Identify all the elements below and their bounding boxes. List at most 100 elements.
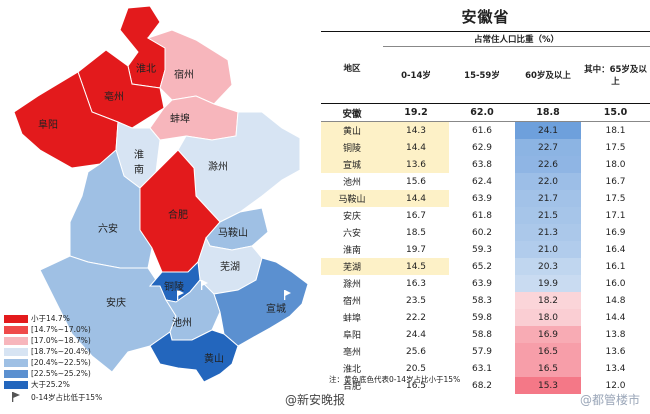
label-huaibei: 淮北 bbox=[136, 63, 156, 75]
cell-65plus: 16.1 bbox=[605, 261, 626, 272]
label-xuancheng: 宣城 bbox=[266, 302, 286, 315]
cell-60plus: 21.7 bbox=[515, 190, 581, 207]
watermark: @都管楼市 bbox=[579, 393, 640, 407]
cell-0-14: 18.5 bbox=[405, 227, 427, 238]
anhui-map: 淮北 宿州 亳州 阜阳 蚌埠 淮 南 滁州 六安 合肥 马鞍山 芜湖 安庆 铜陵… bbox=[13, 5, 309, 383]
label-maanshan: 马鞍山 bbox=[218, 226, 248, 239]
table-row: 安庆 16.7 61.8 21.5 17.1 bbox=[321, 207, 650, 224]
legend-label: [20.4%~22.5%) bbox=[31, 358, 91, 367]
cell-region: 六安 bbox=[342, 229, 361, 239]
cell-65plus: 12.0 bbox=[605, 380, 626, 391]
cell-region: 蚌埠 bbox=[342, 314, 361, 324]
label-huainan-2: 南 bbox=[134, 163, 144, 176]
region-chizhou[interactable] bbox=[164, 279, 221, 341]
cell-region: 马鞍山 bbox=[321, 190, 383, 207]
cell-60plus: 16.9 bbox=[515, 326, 581, 343]
cell-region: 淮南 bbox=[342, 246, 361, 256]
table-note: 注：黄色底色代表0-14岁占比小于15% bbox=[329, 375, 461, 384]
legend-item: [22.5%~25.2%) bbox=[4, 369, 91, 378]
cell-65plus: 17.5 bbox=[605, 142, 626, 153]
label-wuhu: 芜湖 bbox=[220, 260, 240, 273]
cell-15-59: 62.9 bbox=[471, 142, 493, 153]
legend-label: 小于14.7% bbox=[31, 314, 70, 323]
flag-icon bbox=[284, 290, 291, 300]
cell-65plus: 13.8 bbox=[605, 329, 626, 340]
label-chizhou: 池州 bbox=[172, 316, 192, 329]
cell-0-14: 19.2 bbox=[383, 103, 449, 122]
legend-swatch bbox=[4, 336, 28, 345]
label-fuyang: 阜阳 bbox=[38, 118, 58, 131]
table-row: 六安 18.5 60.2 21.3 16.9 bbox=[321, 224, 650, 241]
cell-15-59: 63.8 bbox=[471, 159, 493, 170]
cell-0-14: 25.6 bbox=[405, 346, 427, 357]
table-row: 芜湖 14.5 65.2 20.3 16.1 bbox=[321, 258, 650, 275]
cell-15-59: 58.3 bbox=[471, 295, 493, 306]
cell-0-14: 22.2 bbox=[405, 312, 427, 323]
legend-label: [22.5%~25.2%) bbox=[31, 369, 91, 378]
cell-15-59: 63.1 bbox=[471, 363, 493, 374]
legend-swatch bbox=[4, 380, 28, 389]
table-row: 滁州 16.3 63.9 19.9 16.0 bbox=[321, 275, 650, 292]
label-hefei: 合肥 bbox=[168, 208, 188, 221]
legend-item: [17.0%~18.7%) bbox=[4, 336, 91, 345]
label-bengbu: 蚌埠 bbox=[170, 112, 190, 125]
cell-15-59: 63.9 bbox=[471, 193, 493, 204]
cell-0-14: 14.4 bbox=[383, 139, 449, 156]
cell-region: 安庆 bbox=[342, 212, 361, 222]
cell-0-14: 14.3 bbox=[383, 121, 449, 139]
cell-0-14: 19.7 bbox=[405, 244, 427, 255]
cell-15-59: 60.2 bbox=[471, 227, 493, 238]
cell-0-14: 14.5 bbox=[383, 258, 449, 275]
region-huangshan[interactable] bbox=[149, 329, 239, 383]
table-row: 池州 15.6 62.4 22.0 16.7 bbox=[321, 173, 650, 190]
cell-region: 安徽 bbox=[321, 103, 383, 122]
flag-icon bbox=[177, 290, 184, 300]
cell-region: 亳州 bbox=[342, 348, 361, 358]
cell-0-14: 16.7 bbox=[405, 210, 427, 221]
table-title: 安徽省 bbox=[461, 8, 510, 26]
label-tongling: 铜陵 bbox=[164, 281, 184, 293]
table-row: 淮北 20.5 63.1 16.5 13.4 bbox=[321, 360, 650, 377]
age-structure-table: 地区 占常住人口比重（%） 0-14岁 15-59岁 60岁及以上 其中：65岁… bbox=[321, 31, 650, 394]
header-65plus: 其中：65岁及以上 bbox=[581, 46, 650, 104]
cell-65plus: 17.1 bbox=[605, 210, 626, 221]
cell-65plus: 14.4 bbox=[605, 312, 626, 323]
table-row: 马鞍山 14.4 63.9 21.7 17.5 bbox=[321, 190, 650, 207]
label-anqing: 安庆 bbox=[106, 296, 126, 309]
cell-0-14: 16.5 bbox=[405, 380, 427, 391]
cell-region: 合肥 bbox=[342, 382, 361, 392]
cell-60plus: 18.2 bbox=[515, 292, 581, 309]
label-liuan: 六安 bbox=[98, 222, 118, 235]
cell-region: 黄山 bbox=[321, 121, 383, 139]
cell-65plus: 18.1 bbox=[605, 125, 626, 136]
legend-swatch bbox=[4, 347, 28, 356]
cell-60plus: 18.8 bbox=[515, 103, 581, 122]
cell-60plus: 21.5 bbox=[515, 207, 581, 224]
cell-0-14: 20.5 bbox=[405, 363, 427, 374]
label-huainan-1: 淮 bbox=[134, 149, 144, 161]
cell-0-14: 15.6 bbox=[405, 176, 427, 187]
cell-60plus: 16.5 bbox=[515, 360, 581, 377]
cell-region: 滁州 bbox=[342, 280, 361, 290]
header-region: 地区 bbox=[321, 31, 383, 104]
label-bozhou: 亳州 bbox=[104, 90, 124, 103]
label-huangshan: 黄山 bbox=[204, 352, 224, 365]
cell-0-14: 24.4 bbox=[405, 329, 427, 340]
table-row: 黄山 14.3 61.6 24.1 18.1 bbox=[321, 121, 650, 139]
flag-icon bbox=[201, 280, 208, 290]
cell-0-14: 13.6 bbox=[383, 156, 449, 173]
cell-region: 池州 bbox=[342, 178, 361, 188]
cell-15-59: 68.2 bbox=[471, 380, 493, 391]
cell-15-59: 62.4 bbox=[471, 176, 493, 187]
legend-note: 0-14岁占比低于15% bbox=[31, 392, 103, 402]
legend-item: [14.7%~17.0%) bbox=[4, 325, 91, 334]
cell-65plus: 17.5 bbox=[605, 193, 626, 204]
cell-15-59: 57.9 bbox=[471, 346, 493, 357]
table-row: 宿州 23.5 58.3 18.2 14.8 bbox=[321, 292, 650, 309]
header-group: 占常住人口比重（%） bbox=[383, 31, 650, 47]
table-row: 蚌埠 22.2 59.8 18.0 14.4 bbox=[321, 309, 650, 326]
weibo-credit: @新安晚报 bbox=[285, 393, 346, 407]
cell-60plus: 19.9 bbox=[515, 275, 581, 292]
flag-icon bbox=[237, 348, 244, 358]
header-60plus: 60岁及以上 bbox=[515, 46, 581, 104]
